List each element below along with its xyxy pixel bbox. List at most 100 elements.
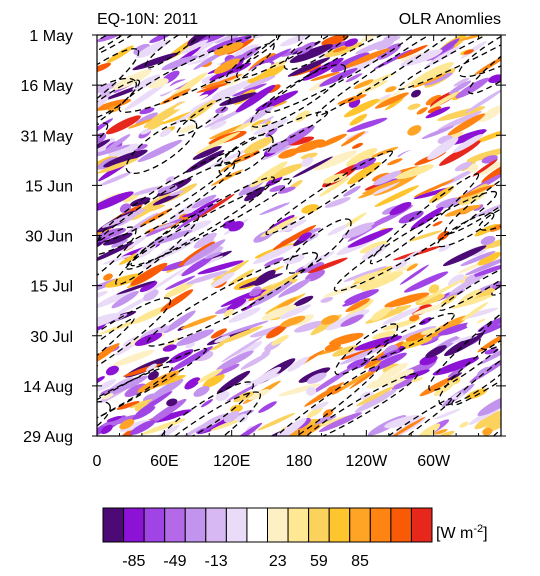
colorbar-labels: -85 -49 -13 23 59 85 <box>122 553 369 570</box>
anomaly-patch <box>416 107 428 115</box>
anomaly-patch <box>432 356 479 376</box>
anomaly-patch <box>97 35 124 42</box>
anomaly-patch <box>132 52 179 71</box>
anomaly-patch <box>453 77 470 87</box>
anomaly-patch <box>465 256 501 276</box>
colorbar-tick-label: -49 <box>163 553 186 570</box>
anomaly-patch <box>135 391 173 415</box>
contour-line <box>97 297 172 396</box>
anomaly-patch <box>442 245 487 267</box>
anomaly-patch <box>437 430 455 436</box>
anomaly-patch <box>384 415 422 429</box>
anomaly-patch <box>343 265 388 282</box>
contour-line <box>264 35 425 113</box>
y-tick-label: 14 Aug <box>23 379 73 396</box>
anomaly-patch <box>289 136 315 146</box>
anomaly-patch <box>237 46 261 60</box>
anomaly-patch <box>324 197 351 208</box>
anomaly-patch <box>196 131 241 155</box>
anomaly-patch <box>224 308 234 317</box>
anomaly-patch <box>165 275 196 290</box>
anomaly-patch <box>328 332 364 346</box>
contour-line <box>125 119 198 175</box>
anomaly-patch <box>166 398 178 407</box>
contour-line <box>97 347 207 436</box>
anomaly-patch <box>247 68 273 84</box>
anomaly-patch <box>104 375 148 397</box>
colorbar-tick-label: 85 <box>351 553 369 570</box>
anomaly-patch <box>317 133 347 148</box>
anomaly-patch <box>130 420 156 435</box>
anomaly-patch <box>444 332 484 357</box>
anomaly-patch <box>231 44 259 59</box>
anomaly-patch <box>247 389 270 400</box>
anomaly-patch <box>243 136 274 154</box>
anomaly-patch <box>385 86 397 93</box>
contour-line <box>438 261 501 311</box>
anomaly-patch <box>156 78 191 96</box>
anomaly-patch <box>390 416 426 436</box>
anomaly-patch <box>340 314 364 327</box>
anomaly-patch <box>396 60 433 76</box>
anomaly-patch <box>345 298 371 313</box>
anomaly-patch <box>408 230 443 242</box>
anomaly-patch <box>355 36 401 55</box>
colorbar-swatch <box>410 507 433 543</box>
anomaly-patch <box>294 139 326 153</box>
anomaly-patch <box>97 83 118 95</box>
anomaly-patch <box>180 39 209 54</box>
anomaly-patch <box>265 175 283 187</box>
anomaly-patch <box>480 235 496 245</box>
anomaly-patch <box>180 314 217 330</box>
anomaly-patch <box>437 322 473 336</box>
anomaly-patch <box>108 143 140 157</box>
anomaly-patch <box>228 269 255 286</box>
colorbar-unit: [W m-2] <box>436 523 488 542</box>
contour-line <box>115 214 200 286</box>
anomaly-patch <box>384 292 430 308</box>
anomaly-patch <box>375 92 409 109</box>
anomaly-patch <box>321 315 339 325</box>
anomaly-patch <box>193 386 210 397</box>
anomaly-patch <box>460 250 496 267</box>
anomaly-patch <box>361 271 404 291</box>
anomaly-patch <box>135 39 170 59</box>
anomaly-patch <box>427 106 442 114</box>
y-axis: 1 May 16 May 31 May 15 Jun 30 Jun 15 Jul 30 Ju… <box>21 28 506 446</box>
anomaly-patch <box>149 35 173 44</box>
colorbar-swatch <box>328 507 351 543</box>
anomaly-patch <box>474 203 501 218</box>
anomaly-patch <box>310 71 341 82</box>
anomaly-patch <box>97 376 105 384</box>
contour-line <box>97 400 111 436</box>
contour-line <box>283 35 365 71</box>
anomaly-patch <box>97 98 132 111</box>
anomaly-patch <box>272 94 289 103</box>
colorbar-swatch <box>390 507 412 543</box>
anomaly-patch <box>404 369 430 379</box>
colorbar-swatch <box>143 507 166 543</box>
anomaly-patch <box>111 290 139 309</box>
anomaly-patch <box>354 335 403 351</box>
anomaly-patch <box>232 83 267 97</box>
anomaly-patch <box>204 251 223 260</box>
colorbar-swatch <box>246 507 268 543</box>
anomaly-patch <box>139 208 173 227</box>
anomaly-patch <box>344 48 390 68</box>
anomaly-patch <box>437 110 482 131</box>
anomaly-patch <box>341 212 367 229</box>
x-tick-label: 60W <box>417 453 451 470</box>
anomaly-patch <box>448 80 472 95</box>
anomaly-patch <box>248 288 262 297</box>
anomaly-patch <box>103 134 131 154</box>
contour-lines <box>97 35 501 436</box>
contour-line <box>250 63 347 128</box>
anomaly-patch <box>383 35 403 40</box>
anomaly-patch <box>249 161 288 188</box>
anomaly-patch <box>292 156 333 178</box>
anomaly-patch <box>373 170 402 186</box>
anomaly-patch <box>311 367 353 394</box>
anomaly-patch <box>318 177 350 197</box>
anomaly-patch <box>472 159 498 177</box>
anomaly-patch <box>449 272 488 295</box>
